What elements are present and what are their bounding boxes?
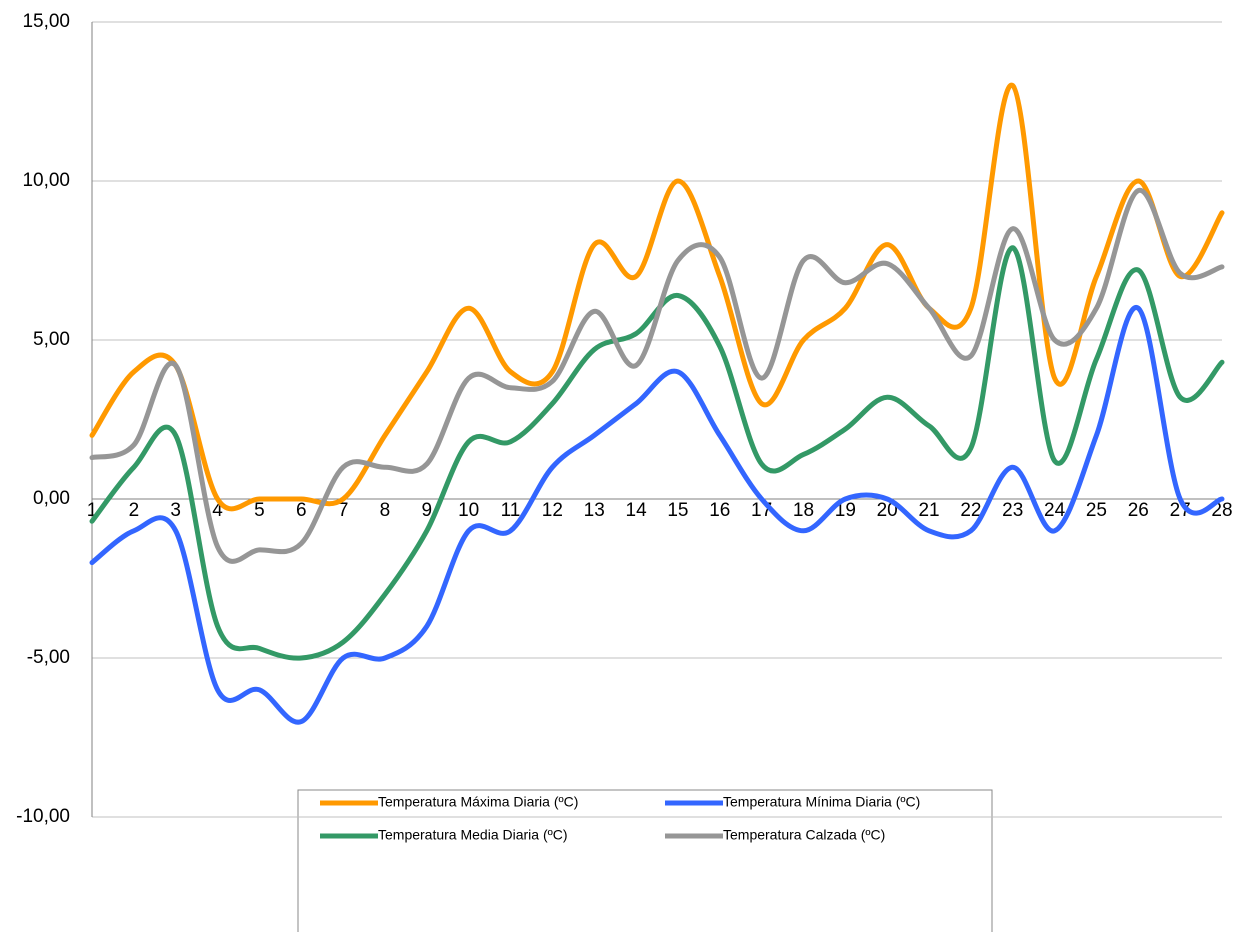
y-tick-label: -5,00 (27, 647, 70, 668)
y-tick-label: 10,00 (22, 170, 70, 191)
x-tick-label: 13 (584, 500, 605, 521)
x-tick-label: 9 (422, 500, 433, 521)
x-tick-label: 28 (1211, 500, 1232, 521)
y-tick-label: 5,00 (33, 329, 70, 350)
x-tick-label: 12 (542, 500, 563, 521)
legend-box (297, 789, 993, 932)
x-tick-label: 18 (793, 500, 814, 521)
x-tick-label: 20 (877, 500, 898, 521)
x-tick-label: 11 (501, 500, 521, 521)
x-tick-label: 4 (212, 500, 223, 521)
x-tick-label: 15 (667, 500, 688, 521)
x-tick-label: 23 (1002, 500, 1023, 521)
x-tick-label: 7 (338, 500, 349, 521)
legend-label: Temperatura Máxima Diaria (ºC) (378, 794, 578, 810)
legend-label: Temperatura Media Diaria (ºC) (378, 827, 568, 843)
x-tick-label: 21 (918, 500, 939, 521)
series-line (89, 188, 1225, 564)
x-tick-label: 1 (87, 500, 98, 521)
legend-label: Temperatura Mínima Diaria (ºC) (723, 794, 920, 810)
y-tick-label: -10,00 (16, 806, 70, 827)
x-tick-label: 24 (1044, 500, 1066, 521)
x-tick-label: 5 (254, 500, 265, 521)
x-tick-label: 6 (296, 500, 307, 521)
series-line (89, 83, 1225, 512)
x-tick-label: 25 (1086, 500, 1107, 521)
x-tick-label: 8 (380, 500, 391, 521)
x-tick-label: 3 (170, 500, 181, 521)
x-tick-label: 22 (960, 500, 981, 521)
x-tick-label: 19 (835, 500, 856, 521)
x-tick-label: 2 (129, 500, 140, 521)
y-tick-label: 0,00 (33, 488, 70, 509)
x-tick-label: 10 (458, 500, 479, 521)
legend-label: Temperatura Calzada (ºC) (723, 827, 885, 843)
y-tick-label: 15,00 (22, 11, 70, 32)
x-tick-label: 26 (1128, 500, 1149, 521)
x-tick-label: 16 (709, 500, 730, 521)
series-line (89, 305, 1225, 725)
x-tick-label: 14 (626, 500, 648, 521)
series-line (89, 245, 1225, 661)
